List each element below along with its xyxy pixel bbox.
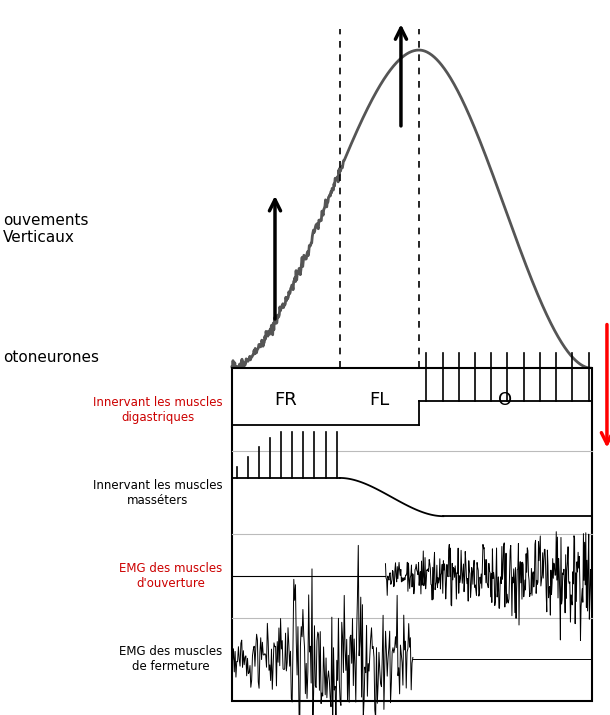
Text: Innervant les muscles
digastriques: Innervant les muscles digastriques xyxy=(93,396,223,424)
Text: EMG des muscles
de fermeture: EMG des muscles de fermeture xyxy=(120,645,223,673)
Text: otoneurones: otoneurones xyxy=(3,350,99,365)
Text: FL: FL xyxy=(369,391,389,410)
Text: EMG des muscles
d'ouverture: EMG des muscles d'ouverture xyxy=(120,562,223,590)
Text: Innervant les muscles
masséters: Innervant les muscles masséters xyxy=(93,479,223,507)
Text: ouvements
Verticaux: ouvements Verticaux xyxy=(3,212,88,245)
Bar xyxy=(232,368,592,701)
Text: FR: FR xyxy=(274,391,297,410)
Text: O: O xyxy=(498,391,512,410)
